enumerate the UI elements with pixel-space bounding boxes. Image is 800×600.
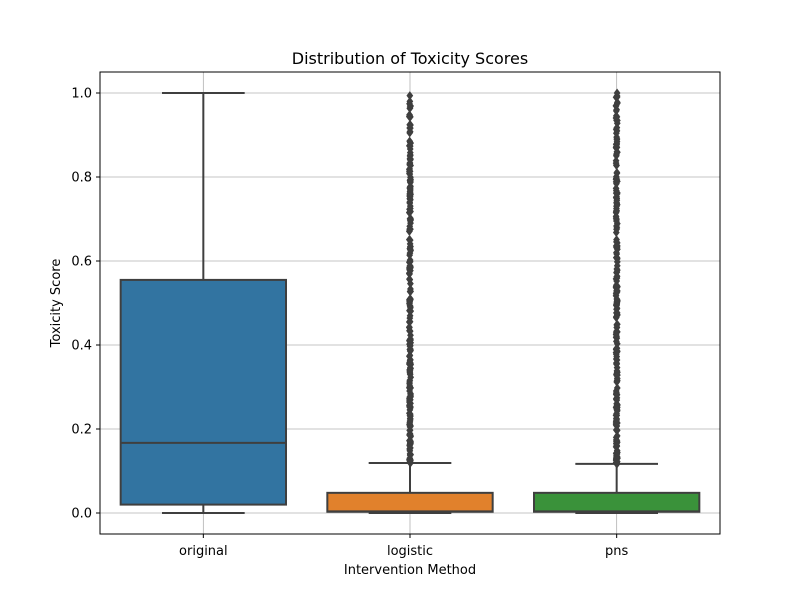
outlier-point — [406, 350, 414, 360]
outlier-point — [613, 224, 620, 234]
outlier-point — [406, 184, 414, 194]
outlier-point — [613, 216, 620, 226]
y-tick-label: 0.2 — [71, 423, 92, 438]
outlier-point — [407, 306, 415, 316]
outlier-point — [613, 370, 621, 380]
outlier-point — [406, 381, 414, 391]
outlier-point — [613, 410, 621, 420]
box-iqr — [326, 491, 494, 513]
outlier-point — [406, 358, 414, 368]
y-tick-label: 0.8 — [71, 171, 92, 186]
outlier-point — [613, 195, 621, 205]
outlier-point — [613, 167, 621, 177]
outlier-point — [613, 308, 621, 318]
outlier-point — [406, 201, 414, 211]
outlier-point — [407, 372, 415, 382]
outlier-point — [613, 359, 621, 369]
outlier-point — [406, 224, 414, 234]
outlier-point — [406, 189, 414, 199]
axis-ticks: 0.0 0.2 0.4 0.6 0.8 1.0 original logistic pns — [71, 87, 628, 560]
boxes — [119, 88, 701, 514]
outlier-point — [406, 208, 413, 218]
outlier-point — [406, 261, 414, 271]
box-iqr — [119, 278, 287, 506]
outlier-point — [407, 174, 414, 184]
outlier-point — [407, 392, 414, 402]
outlier-point — [612, 158, 620, 168]
outlier-point — [406, 295, 413, 305]
outlier-point — [613, 149, 620, 159]
outlier-point — [613, 286, 621, 296]
outlier-point — [613, 105, 620, 115]
outlier-point — [612, 344, 620, 354]
outlier-point — [612, 188, 620, 198]
outlier-point — [406, 334, 414, 344]
outlier-point — [613, 395, 621, 405]
outlier-point — [406, 417, 414, 427]
outlier-point — [407, 215, 415, 225]
x-tick-label: original — [179, 544, 228, 559]
x-axis-title: Intervention Method — [344, 563, 476, 578]
outlier-point — [612, 253, 620, 263]
y-tick-label: 0.0 — [71, 507, 92, 522]
outlier-point — [613, 435, 620, 445]
outlier-point — [407, 246, 415, 256]
outlier-point — [407, 161, 414, 171]
box-pns — [533, 88, 701, 514]
outlier-point — [613, 459, 621, 469]
outlier-point — [406, 235, 414, 245]
outlier-point — [613, 261, 621, 271]
outlier-point — [406, 443, 414, 453]
outlier-point — [406, 99, 413, 109]
outlier-point — [407, 286, 415, 296]
outlier-point — [406, 317, 414, 327]
outlier-point — [613, 295, 621, 305]
outlier-point — [613, 88, 621, 98]
box-original — [119, 92, 287, 514]
outlier-point — [612, 329, 620, 339]
outlier-point — [613, 123, 621, 133]
outlier-point — [406, 409, 414, 419]
y-axis-title: Toxicity Score — [49, 259, 64, 349]
chart-title: Distribution of Toxicity Scores — [292, 49, 528, 68]
x-tick-label: pns — [605, 544, 628, 559]
outlier-point — [406, 458, 414, 468]
box-logistic — [326, 91, 494, 514]
outlier-point — [405, 112, 413, 122]
outlier-point — [613, 137, 621, 147]
outlier-point — [406, 127, 414, 137]
outlier-point — [406, 400, 413, 410]
outlier-point — [612, 313, 620, 323]
outlier-point — [613, 403, 621, 413]
y-tick-label: 0.6 — [71, 255, 92, 270]
outlier-point — [613, 425, 621, 435]
x-tick-label: logistic — [387, 544, 433, 559]
outlier-points — [612, 88, 621, 469]
outlier-point — [612, 113, 620, 123]
y-tick-label: 1.0 — [71, 87, 92, 102]
box-iqr — [533, 491, 701, 513]
outlier-point — [613, 206, 621, 216]
outlier-point — [406, 344, 414, 354]
outlier-point — [406, 274, 413, 284]
outlier-point — [613, 447, 621, 457]
outlier-points — [405, 91, 415, 468]
y-tick-label: 0.4 — [71, 339, 92, 354]
outlier-point — [406, 141, 413, 151]
outlier-point — [406, 166, 414, 176]
